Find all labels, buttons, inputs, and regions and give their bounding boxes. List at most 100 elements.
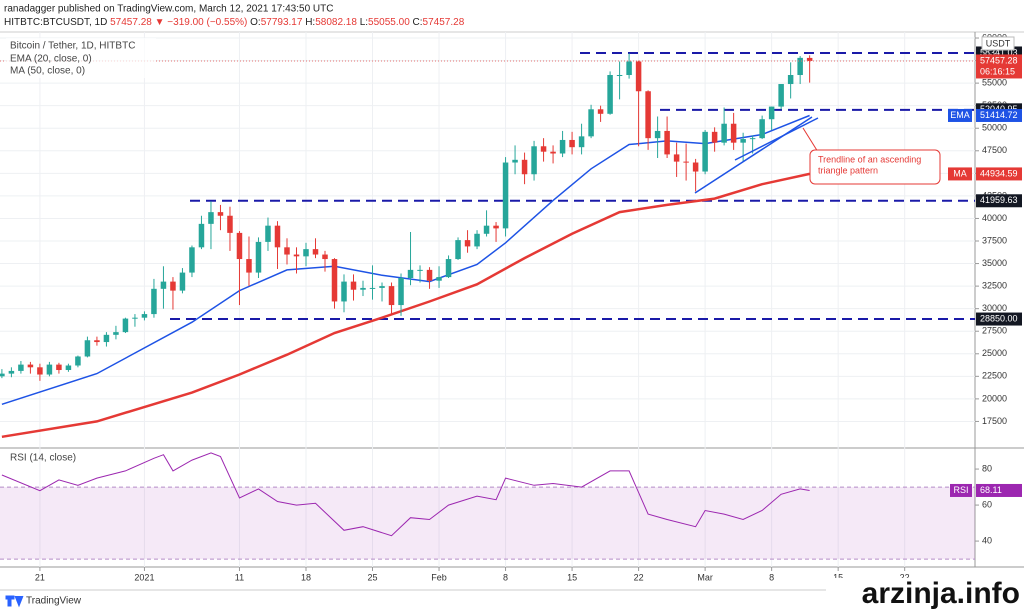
candle-body <box>531 146 537 175</box>
indicator-line <box>1 172 810 439</box>
rsi-band <box>0 487 975 560</box>
indicator-tag <box>948 108 972 122</box>
candle-body <box>151 288 157 315</box>
candle-body <box>540 146 547 152</box>
candle-body <box>189 247 195 273</box>
candle-body <box>160 281 167 289</box>
ohlc-key: H: <box>305 17 315 28</box>
callout-pointer <box>802 127 819 153</box>
candle-body <box>445 259 452 278</box>
candle-body <box>274 225 281 248</box>
candle-body <box>597 109 604 114</box>
indicator-tag <box>948 167 972 181</box>
candle-body <box>284 247 290 255</box>
y-tick-label: 17500 <box>982 416 1007 426</box>
candle-body <box>806 57 813 61</box>
candle-body <box>664 130 670 155</box>
price-tag-label: 68.11 <box>980 485 1002 495</box>
candle-body <box>407 269 414 278</box>
ohlc-value: 57793.17 <box>261 17 303 28</box>
candle-body <box>559 139 566 154</box>
candle-body <box>94 340 100 343</box>
callout-text: triangle pattern <box>818 165 878 175</box>
indicator-tag-name: RSI <box>953 485 968 495</box>
candle-body <box>8 370 15 374</box>
candle-body <box>293 254 300 257</box>
candle-body <box>388 286 395 306</box>
candle-body <box>341 281 347 302</box>
countdown: 06:16:15 <box>980 66 1015 76</box>
price-tag-label: 41959.63 <box>980 195 1018 205</box>
x-tick-label: 15 <box>567 572 577 582</box>
legend-main: Bitcoin / Tether, 1D, HITBTC <box>10 41 135 52</box>
price-tag <box>976 108 1022 122</box>
candle-body <box>521 159 528 175</box>
y-tick-label: 50000 <box>982 123 1007 133</box>
change: ▼ −319.00 (−0.55%) <box>155 17 248 28</box>
symbol-line: HITBTC:BTCUSDT, 1D 57457.28 ▼ −319.00 (−… <box>4 17 465 28</box>
x-tick-label: Feb <box>431 572 447 582</box>
ohlc-key: O: <box>250 17 261 28</box>
candle-body <box>797 57 803 76</box>
candle-body <box>436 277 442 281</box>
ohlc-value: 55055.00 <box>368 17 410 28</box>
candle-body <box>740 139 746 143</box>
y-tick-label: 30000 <box>982 303 1007 313</box>
price-tag-label: 28850.00 <box>980 313 1018 323</box>
trendline <box>734 117 819 161</box>
rsi-tick-label: 60 <box>982 499 992 509</box>
legend-ma: MA (50, close, 0) <box>10 66 85 77</box>
candle-body <box>626 61 632 76</box>
candle-body <box>426 269 433 281</box>
candle-body <box>198 223 205 248</box>
candle-body <box>56 364 62 371</box>
currency-box <box>981 36 1015 51</box>
candle-body <box>122 318 129 333</box>
candle-body <box>322 254 328 260</box>
candle-body <box>673 154 680 162</box>
ohlc-key: C: <box>413 17 423 28</box>
candle-body <box>749 138 756 140</box>
candle-body <box>360 287 366 290</box>
candle-body <box>588 109 594 137</box>
y-tick-label: 35000 <box>982 258 1007 268</box>
candle-body <box>502 162 509 229</box>
candle-body <box>692 162 699 172</box>
candle-body <box>217 212 224 216</box>
indicator-tag-name: EMA <box>950 110 970 120</box>
candle-body <box>398 277 404 306</box>
price-tag-label: 44934.59 <box>980 168 1018 178</box>
candle-body <box>635 61 642 92</box>
candle-body <box>702 131 708 172</box>
price-tag-label: 51414.72 <box>980 110 1018 120</box>
candle-body <box>578 136 585 148</box>
y-tick-label: 55000 <box>982 78 1007 88</box>
candle-body <box>113 332 119 335</box>
candle-body <box>483 225 490 234</box>
currency: USDT <box>986 38 1011 48</box>
indicator-line <box>1 114 810 406</box>
ohlc-key: L: <box>360 17 368 28</box>
last-price: 57457.28 <box>110 17 152 28</box>
candle-body <box>787 75 794 85</box>
candle-body <box>0 373 5 377</box>
candle-body <box>37 367 43 375</box>
candle-body <box>75 356 81 366</box>
candle-body <box>350 281 357 290</box>
y-tick-label: 22500 <box>982 371 1007 381</box>
publisher: ranadagger published on TradingView.com,… <box>4 4 333 15</box>
candle-body <box>255 241 262 273</box>
candle-body <box>46 364 53 375</box>
candle-body <box>236 232 243 260</box>
candle-body <box>303 249 309 257</box>
x-tick-label: Mar <box>697 572 713 582</box>
y-tick-label: 25000 <box>982 348 1007 358</box>
candle-body <box>312 249 319 255</box>
x-tick-label: 18 <box>301 572 311 582</box>
watermark: arzinja.info <box>862 577 1020 610</box>
price-tag-label: 58341.03 <box>980 47 1018 57</box>
candle-body <box>607 75 613 114</box>
brand: TradingView <box>26 596 82 607</box>
candle-body <box>683 161 689 163</box>
